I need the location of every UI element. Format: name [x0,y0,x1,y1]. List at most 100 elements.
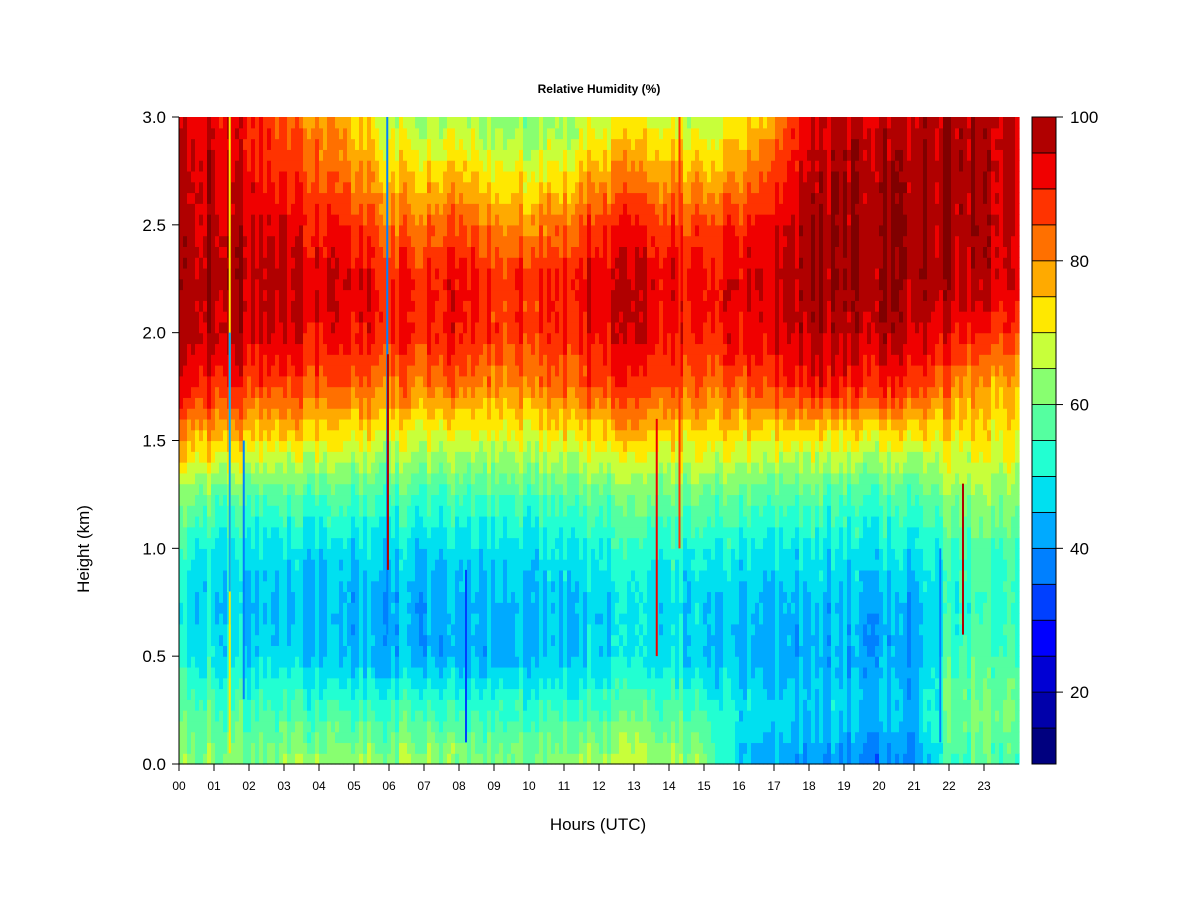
heatmap-cell [307,138,312,150]
heatmap-cell [331,354,336,366]
heatmap-cell [235,462,240,474]
heatmap-cell [303,440,308,452]
heatmap-cell [243,526,248,539]
heatmap-cell [335,235,340,247]
heatmap-cell [479,548,484,560]
heatmap-cell [331,515,336,528]
heatmap-cell [455,300,460,312]
heatmap-cell [383,613,388,625]
heatmap-cell [235,580,240,593]
heatmap-cell [479,677,484,690]
heatmap-cell [487,580,492,593]
heatmap-cell [263,149,268,161]
heatmap-cell [235,170,240,183]
heatmap-cell [351,602,356,614]
heatmap-cell [335,559,340,571]
heatmap-cell [351,494,356,506]
heatmap-cell [311,634,316,646]
heatmap-cell [431,375,436,388]
heatmap-cell [231,170,236,183]
heatmap-cell [431,699,436,711]
heatmap-cell [355,753,360,765]
heatmap-cell [215,354,220,366]
heatmap-cell [191,494,196,506]
heatmap-cell [331,753,336,765]
heatmap-cell [423,257,428,269]
heatmap-cell [399,397,404,409]
heatmap-cell [407,710,412,722]
heatmap-cell [307,127,312,140]
heatmap-cell [307,613,312,625]
heatmap-cell [307,440,312,452]
heatmap-cell [359,418,364,431]
heatmap-cell [359,666,364,679]
heatmap-cell [183,602,188,614]
heatmap-cell [395,267,400,280]
heatmap-cell [275,311,280,323]
heatmap-cell [223,613,228,625]
heatmap-cell [415,483,420,496]
heatmap-cell [335,224,340,237]
heatmap-cell [367,569,372,582]
heatmap-cell [187,559,192,571]
heatmap-cell [279,181,284,194]
heatmap-cell [387,343,392,355]
heatmap-cell [299,569,304,582]
heatmap-cell [423,623,428,636]
heatmap-cell [411,580,416,593]
heatmap-cell [335,257,340,269]
heatmap-cell [495,397,500,409]
heatmap-cell [507,613,512,625]
heatmap-cell [431,397,436,409]
heatmap-cell [231,429,236,442]
heatmap-cell [203,289,208,301]
heatmap-cell [431,505,436,517]
heatmap-cell [251,289,256,301]
heatmap-cell [439,246,444,258]
heatmap-cell [491,591,496,603]
heatmap-cell [259,267,264,280]
heatmap-cell [487,375,492,388]
heatmap-cell [199,429,204,442]
heatmap-cell [191,267,196,280]
heatmap-cell [399,321,404,334]
heatmap-cell [479,580,484,593]
heatmap-cell [191,418,196,431]
heatmap-cell [215,515,220,528]
heatmap-cell [503,160,508,172]
heatmap-cell [235,235,240,247]
heatmap-cell [351,656,356,668]
heatmap-cell [471,397,476,409]
heatmap-cell [251,645,256,657]
heatmap-cell [487,742,492,754]
heatmap-cell [331,418,336,431]
heatmap-cell [191,591,196,603]
heatmap-cell [231,224,236,237]
heatmap-cell [211,267,216,280]
heatmap-cell [247,634,252,646]
heatmap-cell [347,365,352,377]
heatmap-cell [447,267,452,280]
heatmap-cell [503,138,508,150]
heatmap-cell [331,343,336,355]
heatmap-cell [195,505,200,517]
heatmap-cell [475,462,480,474]
heatmap-cell [439,483,444,496]
heatmap-cell [455,127,460,140]
heatmap-cell [487,311,492,323]
heatmap-cell [311,289,316,301]
heatmap-cell [451,656,456,668]
heatmap-cell [283,321,288,334]
heatmap-cell [219,494,224,506]
heatmap-cell [387,267,392,280]
heatmap-cell [371,688,376,700]
heatmap-cell [431,160,436,172]
heatmap-cell [275,343,280,355]
heatmap-cell [259,257,264,269]
heatmap-cell [479,462,484,474]
heatmap-cell [427,472,432,485]
heatmap-cell [471,224,476,237]
heatmap-cell [267,666,272,679]
heatmap-cell [491,138,496,150]
heatmap-cell [183,494,188,506]
